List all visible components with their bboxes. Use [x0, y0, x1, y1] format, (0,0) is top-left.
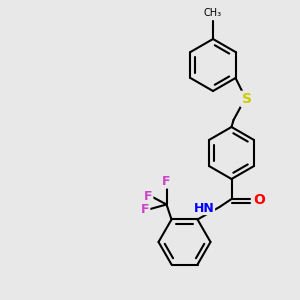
Text: F: F	[144, 190, 153, 203]
Text: CH₃: CH₃	[204, 8, 222, 18]
Text: F: F	[162, 175, 171, 188]
Text: F: F	[141, 203, 150, 216]
Text: HN: HN	[194, 202, 214, 214]
Text: S: S	[242, 92, 251, 106]
Text: O: O	[254, 193, 266, 207]
